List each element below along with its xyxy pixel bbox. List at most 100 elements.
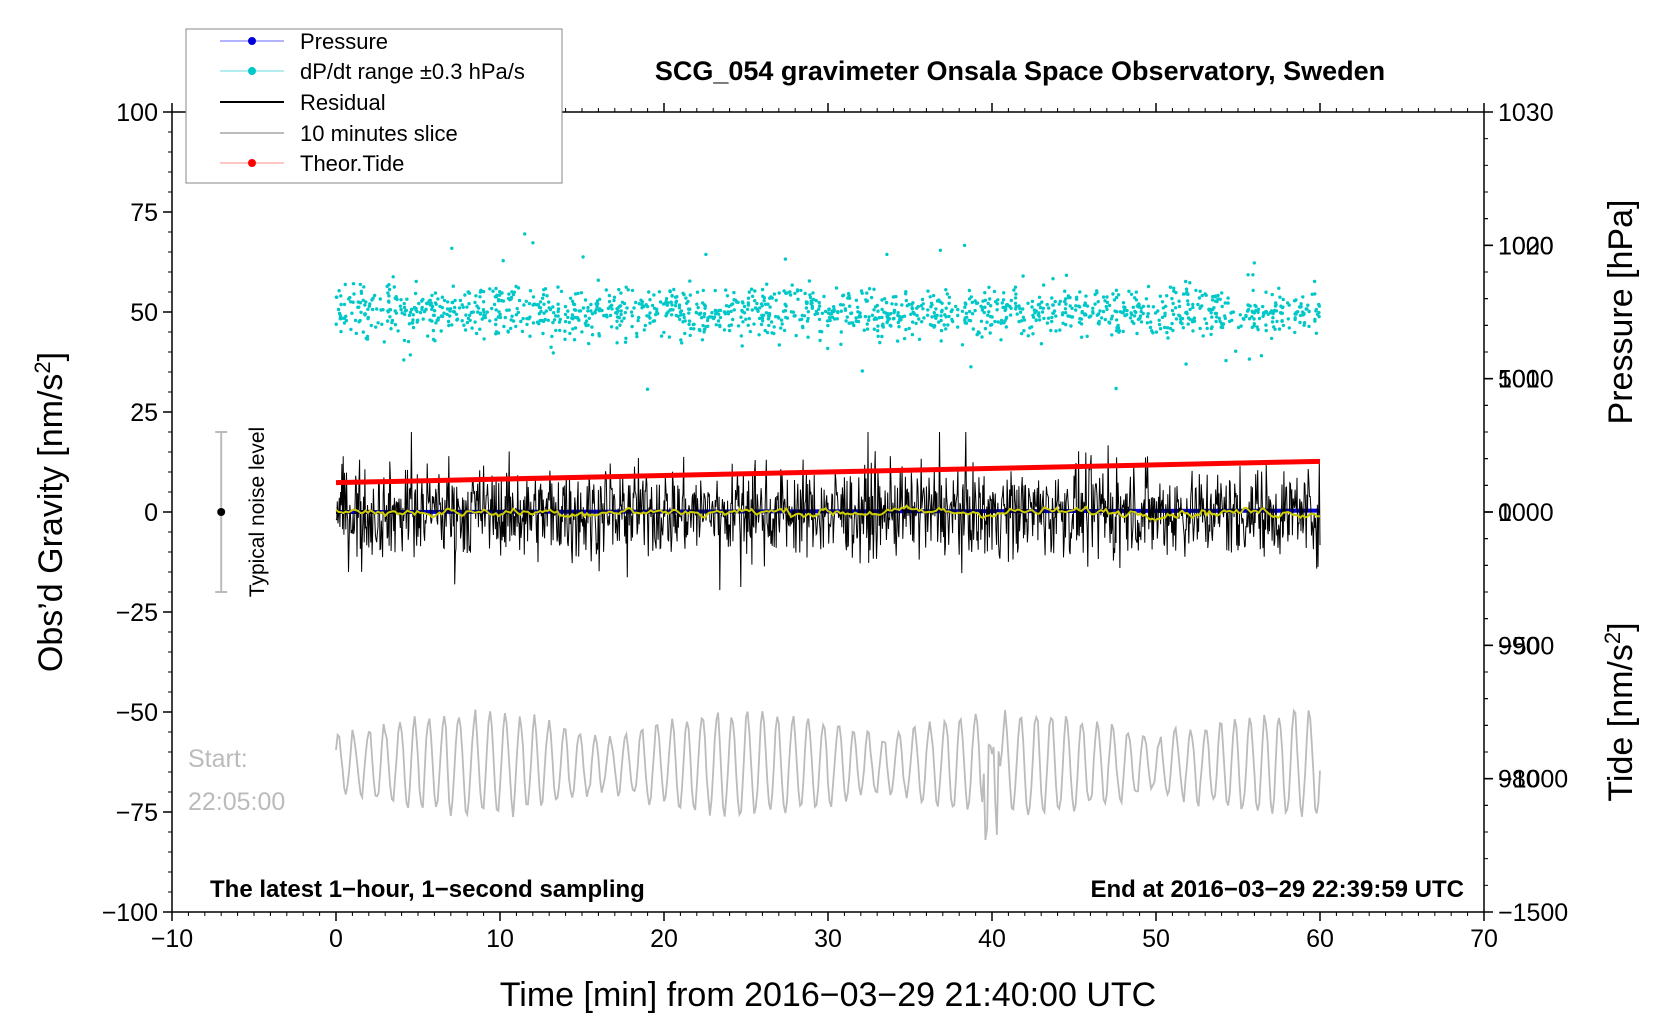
dpdt-point [796,297,800,301]
dpdt-point [974,301,979,305]
dpdt-point [366,316,370,321]
dpdt-point [1013,296,1018,300]
dpdt-point [1191,302,1195,307]
dpdt-point [716,319,721,323]
dpdt-point [516,310,520,315]
dpdt-point [1001,298,1006,302]
dpdt-point [1172,289,1176,293]
dpdt-point [807,279,812,283]
dpdt-point [420,299,424,303]
dpdt-point [1297,305,1302,309]
dpdt-point [1194,288,1198,293]
dpdt-point [496,298,501,302]
dpdt-point [917,317,921,321]
dpdt-point [576,317,580,321]
dpdt-point [1039,342,1044,346]
dpdt-point [804,306,809,310]
dpdt-point [753,306,758,310]
dpdt-point [624,285,628,289]
dpdt-point [448,309,452,313]
dpdt-point [494,286,498,291]
dpdt-point [537,305,542,309]
dpdt-point [615,319,619,323]
dpdt-point [921,307,925,311]
dpdt-point [544,309,548,313]
dpdt-point [780,322,784,326]
dpdt-point [1021,307,1025,311]
dpdt-point [537,312,541,316]
tide-tick-label: 0 [1498,499,1512,527]
dpdt-point [1125,308,1129,313]
dpdt-point [1083,313,1087,317]
dpdt-point [1036,303,1041,307]
dpdt-point [930,323,934,328]
dpdt-point [755,301,759,306]
dpdt-point [1171,312,1176,317]
dpdt-point [1004,325,1008,329]
dpdt-point [485,310,489,314]
dpdt-point [380,322,384,326]
dpdt-point [817,317,822,322]
dpdt-point [349,300,353,304]
dpdt-point [1173,306,1178,310]
dpdt-point [604,313,609,317]
dpdt-point [1296,310,1300,314]
residual-smoothed-line [335,504,1321,522]
dpdt-point [647,290,651,294]
dpdt-point [527,317,531,321]
dpdt-point [430,305,435,309]
dpdt-point [995,302,999,306]
dpdt-point [865,327,870,331]
dpdt-point [1227,319,1232,324]
dpdt-point [457,306,462,310]
dpdt-point [580,330,584,334]
dpdt-point [789,310,794,314]
dpdt-point [752,322,756,326]
dpdt-point [464,313,468,317]
dpdt-point [506,329,510,333]
dpdt-point [451,284,455,288]
dpdt-point [1108,321,1112,325]
dpdt-point [672,287,676,292]
dpdt-point [623,310,627,315]
dpdt-point [882,310,886,314]
dpdt-point [811,291,815,295]
dpdt-point [1261,314,1265,319]
dpdt-point [1281,297,1285,302]
dpdt-point [939,318,943,323]
dpdt-point [432,313,436,318]
dpdt-point [505,308,509,312]
dpdt-point [467,302,471,306]
dpdt-point [507,292,511,296]
dpdt-point [894,302,898,306]
dpdt-point [1063,307,1068,311]
dpdt-point [1103,299,1107,303]
dpdt-point [500,291,504,295]
dpdt-point [430,293,434,298]
dpdt-point [1030,299,1035,304]
dpdt-point [673,304,678,308]
y-tick-label: 25 [130,399,158,427]
dpdt-point [1317,304,1322,308]
dpdt-point [889,324,893,328]
dpdt-point [1146,284,1151,289]
dpdt-point [873,305,878,309]
dpdt-point [1069,324,1073,328]
dpdt-point [1211,294,1215,299]
dpdt-point [736,324,741,328]
dpdt-point [351,282,356,286]
dpdt-point [1130,312,1134,317]
dpdt-point [442,298,447,303]
dpdt-point [769,320,774,324]
dpdt-point [400,311,404,315]
dpdt-point [648,298,652,302]
dpdt-point [940,301,944,305]
dpdt-point [876,329,880,333]
chart-title: SCG_054 gravimeter Onsala Space Observat… [655,56,1385,86]
dpdt-point [674,313,678,318]
dpdt-point [838,303,843,307]
dpdt-point [1197,296,1202,300]
dpdt-point [939,314,943,318]
dpdt-point [404,308,408,313]
